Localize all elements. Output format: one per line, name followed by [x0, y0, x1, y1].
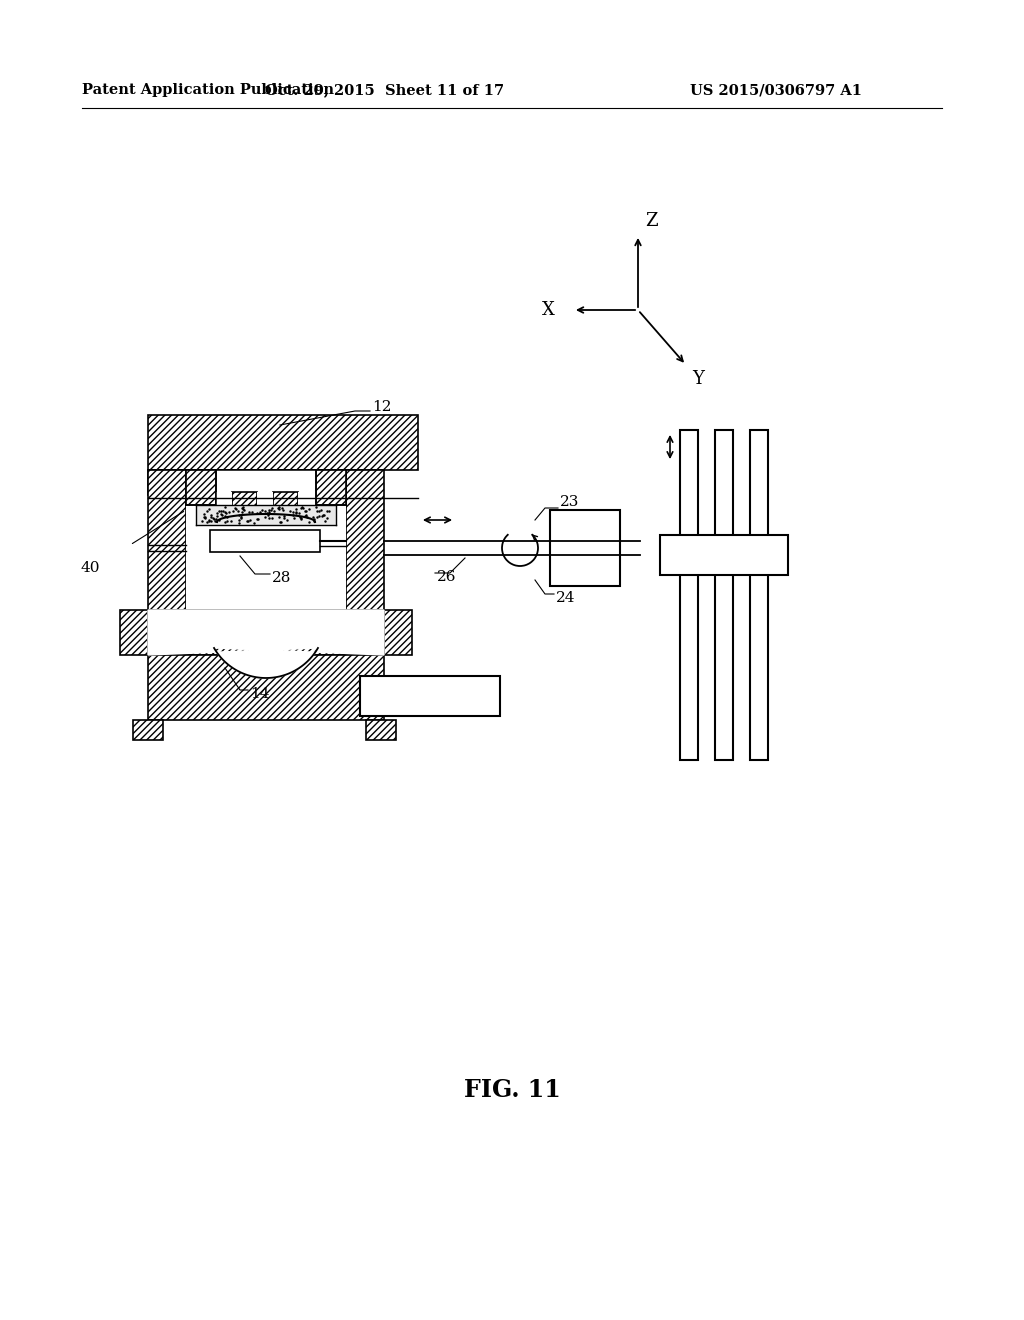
Text: 23: 23 — [560, 495, 580, 510]
Polygon shape — [148, 610, 384, 678]
Bar — [319, 470, 350, 498]
Bar — [257, 492, 273, 521]
Bar — [120, 610, 148, 655]
Bar — [148, 470, 178, 495]
Bar — [148, 414, 418, 470]
Text: 26: 26 — [437, 570, 457, 583]
Bar — [292, 470, 319, 498]
Bar — [206, 470, 236, 498]
Bar — [298, 492, 314, 521]
Bar — [196, 506, 336, 525]
Text: 40: 40 — [81, 561, 100, 576]
Bar — [366, 719, 396, 741]
Bar — [148, 610, 384, 655]
Text: Oct. 29, 2015  Sheet 11 of 17: Oct. 29, 2015 Sheet 11 of 17 — [265, 83, 505, 96]
Bar — [210, 531, 319, 552]
Bar — [384, 610, 412, 655]
Bar — [133, 719, 163, 741]
Bar — [148, 470, 186, 655]
Bar — [360, 676, 500, 715]
Bar — [232, 492, 257, 521]
Bar — [148, 655, 384, 719]
Bar — [715, 430, 733, 760]
Bar — [186, 470, 346, 655]
Text: 24: 24 — [556, 591, 575, 605]
Text: X: X — [542, 301, 555, 319]
Bar — [236, 470, 262, 498]
Text: Patent Application Publication: Patent Application Publication — [82, 83, 334, 96]
Bar — [216, 492, 232, 521]
Bar — [550, 510, 620, 586]
Bar — [660, 535, 788, 576]
Text: 28: 28 — [272, 572, 292, 585]
Bar — [680, 430, 698, 760]
Bar — [273, 492, 298, 521]
Text: FIG. 11: FIG. 11 — [464, 1078, 560, 1102]
Text: Y: Y — [692, 370, 703, 388]
Bar — [346, 470, 384, 655]
Bar — [178, 470, 206, 498]
Bar — [750, 430, 768, 760]
Bar — [262, 470, 292, 498]
Text: US 2015/0306797 A1: US 2015/0306797 A1 — [690, 83, 862, 96]
Text: 12: 12 — [372, 400, 391, 414]
Text: 14: 14 — [250, 686, 269, 701]
Bar — [316, 470, 346, 506]
Text: Z: Z — [645, 213, 657, 230]
Bar — [186, 470, 216, 506]
